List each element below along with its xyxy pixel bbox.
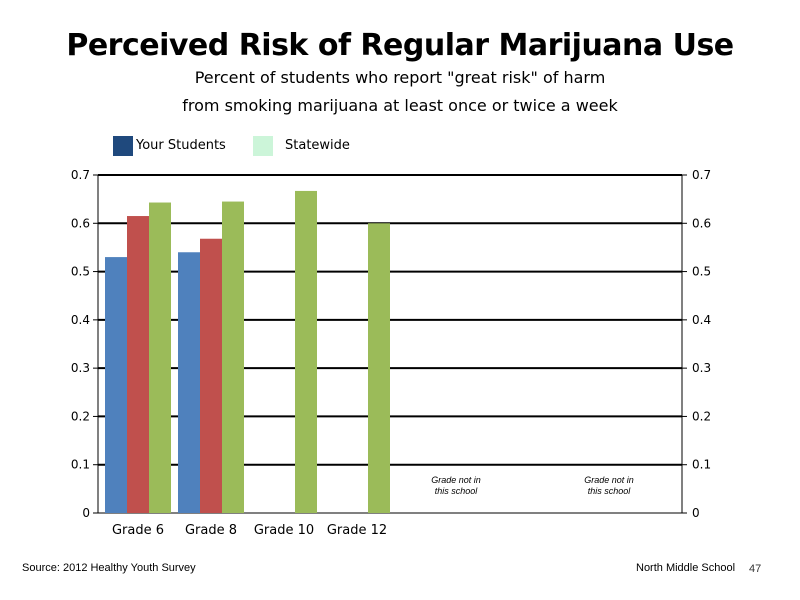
annotation-line-2: this school	[588, 486, 632, 496]
y-tick-label-right: 0.2	[692, 409, 711, 423]
chart-subtitle-line-2: from smoking marijuana at least once or …	[182, 96, 618, 115]
bar-grade-12-series-2	[368, 223, 390, 514]
x-tick-label: Grade 6	[112, 523, 164, 538]
legend-swatch-your-students	[113, 136, 133, 156]
y-tick-label-left: 0	[82, 506, 90, 520]
y-tick-label-right: 0.1	[692, 458, 711, 472]
bar-grade-6-series-1	[127, 216, 149, 514]
source-note: Source: 2012 Healthy Youth Survey	[22, 562, 196, 574]
annotation-line-1: Grade not in	[584, 475, 634, 485]
page-number: 47	[749, 563, 762, 575]
y-tick-label-right: 0.7	[692, 168, 711, 182]
bar-grade-8-series-1	[200, 238, 222, 514]
annotation-line-2: this school	[435, 486, 479, 496]
bar-grade-6-series-0	[105, 257, 127, 513]
y-tick-label-left: 0.6	[71, 216, 90, 230]
bar-grade-8-series-0	[178, 252, 200, 513]
bar-grade-6-series-2	[149, 202, 171, 513]
chart-title: Perceived Risk of Regular Marijuana Use	[66, 28, 734, 63]
y-tick-label-right: 0	[692, 506, 700, 520]
legend-swatch-statewide	[253, 136, 273, 156]
x-tick-label: Grade 12	[327, 523, 387, 538]
y-tick-label-left: 0.7	[71, 168, 90, 182]
y-tick-label-left: 0.1	[71, 458, 90, 472]
x-tick-label: Grade 10	[254, 523, 314, 538]
annotation-line-1: Grade not in	[431, 475, 481, 485]
y-tick-label-right: 0.6	[692, 216, 711, 230]
y-tick-label-right: 0.4	[692, 313, 711, 327]
y-tick-label-left: 0.3	[71, 361, 90, 375]
school-name: North Middle School	[636, 562, 736, 574]
y-tick-label-left: 0.5	[71, 265, 90, 279]
bar-grade-8-series-2	[222, 201, 244, 514]
y-tick-label-left: 0.2	[71, 409, 90, 423]
legend-label-statewide: Statewide	[285, 138, 350, 153]
y-tick-label-left: 0.4	[71, 313, 90, 327]
y-tick-label-right: 0.5	[692, 265, 711, 279]
x-tick-label: Grade 8	[185, 523, 237, 538]
bar-grade-10-series-2	[295, 190, 317, 514]
legend-label-your-students: Your Students	[136, 138, 226, 153]
chart-subtitle-line-1: Percent of students who report "great ri…	[194, 68, 606, 87]
y-tick-label-right: 0.3	[692, 361, 711, 375]
